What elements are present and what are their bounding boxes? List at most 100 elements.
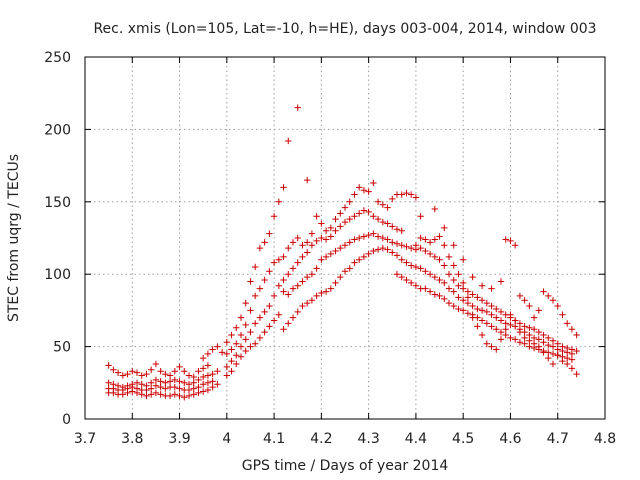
data-point bbox=[521, 297, 528, 304]
data-point bbox=[308, 230, 316, 237]
data-point bbox=[355, 210, 363, 217]
y-tick-label: 100 bbox=[44, 267, 71, 283]
data-point bbox=[398, 242, 405, 249]
data-point bbox=[445, 299, 453, 307]
data-point bbox=[332, 227, 339, 234]
data-point bbox=[478, 317, 486, 324]
data-point bbox=[133, 369, 141, 376]
data-point bbox=[478, 307, 486, 314]
data-point bbox=[511, 336, 519, 343]
data-point bbox=[138, 391, 145, 398]
data-point bbox=[242, 321, 249, 329]
x-tick-label: 4.4 bbox=[405, 431, 427, 447]
data-point bbox=[346, 239, 353, 246]
data-point bbox=[337, 244, 344, 252]
data-point bbox=[493, 305, 500, 313]
data-point bbox=[242, 347, 249, 355]
data-point bbox=[441, 242, 448, 249]
data-point bbox=[384, 246, 391, 253]
data-point bbox=[445, 271, 453, 278]
data-point bbox=[275, 198, 283, 205]
data-point bbox=[540, 288, 547, 295]
data-point bbox=[285, 137, 292, 145]
data-point bbox=[171, 391, 179, 398]
data-point bbox=[337, 223, 344, 230]
data-point bbox=[322, 227, 330, 234]
data-point bbox=[242, 336, 249, 343]
data-point bbox=[549, 350, 557, 358]
data-point bbox=[403, 259, 410, 266]
data-point bbox=[147, 379, 155, 386]
data-point bbox=[157, 391, 164, 398]
data-point bbox=[289, 314, 297, 321]
data-point bbox=[110, 366, 117, 373]
data-point bbox=[426, 288, 434, 295]
data-point bbox=[285, 320, 292, 327]
data-point bbox=[445, 253, 453, 261]
data-point bbox=[374, 198, 382, 205]
data-point bbox=[171, 383, 179, 391]
plot-frame bbox=[84, 56, 606, 420]
data-point bbox=[181, 394, 188, 401]
data-point bbox=[223, 339, 231, 346]
data-point bbox=[455, 294, 462, 301]
data-point bbox=[195, 368, 202, 375]
data-point bbox=[568, 356, 576, 363]
data-point bbox=[204, 372, 212, 379]
data-point bbox=[327, 233, 335, 240]
data-point bbox=[318, 220, 325, 227]
data-point bbox=[181, 379, 188, 386]
data-point bbox=[204, 386, 212, 394]
data-point bbox=[351, 213, 358, 220]
data-point bbox=[204, 379, 212, 386]
data-point bbox=[346, 265, 353, 272]
data-point bbox=[152, 382, 160, 389]
data-point bbox=[228, 346, 235, 353]
data-point bbox=[332, 215, 339, 223]
data-point bbox=[403, 243, 410, 250]
data-point bbox=[398, 273, 405, 281]
data-point bbox=[199, 373, 207, 381]
data-point bbox=[379, 218, 387, 226]
data-point bbox=[176, 392, 183, 400]
data-point bbox=[393, 252, 401, 259]
data-point bbox=[370, 179, 377, 187]
data-point bbox=[478, 297, 486, 304]
data-point bbox=[247, 328, 254, 336]
data-point bbox=[138, 372, 145, 379]
data-point bbox=[554, 346, 561, 353]
data-point bbox=[488, 311, 495, 318]
data-point bbox=[474, 323, 481, 330]
data-point bbox=[303, 176, 311, 184]
x-tick-label: 4.2 bbox=[310, 431, 332, 447]
data-point bbox=[152, 360, 160, 368]
data-point bbox=[157, 383, 164, 391]
data-point bbox=[143, 370, 150, 378]
data-point bbox=[389, 249, 396, 256]
data-point bbox=[379, 201, 387, 208]
data-point bbox=[431, 236, 439, 243]
data-point bbox=[105, 362, 112, 369]
data-point bbox=[195, 383, 202, 391]
data-point bbox=[549, 337, 557, 345]
data-point bbox=[299, 302, 306, 310]
data-point bbox=[530, 340, 538, 347]
data-point bbox=[251, 340, 259, 347]
data-point bbox=[417, 234, 424, 242]
data-point bbox=[337, 273, 344, 281]
data-point bbox=[554, 352, 561, 359]
data-point bbox=[303, 273, 311, 281]
data-point bbox=[176, 378, 183, 385]
data-point bbox=[341, 204, 349, 211]
y-axis-title: STEC from uqrg / TECUs bbox=[6, 154, 22, 322]
data-point bbox=[474, 305, 481, 313]
data-point bbox=[464, 299, 472, 307]
data-point bbox=[389, 223, 396, 230]
data-point bbox=[521, 340, 528, 347]
data-point bbox=[389, 239, 396, 246]
data-point bbox=[233, 340, 240, 347]
data-point bbox=[138, 381, 145, 388]
data-point bbox=[218, 349, 226, 356]
data-point bbox=[507, 311, 514, 318]
